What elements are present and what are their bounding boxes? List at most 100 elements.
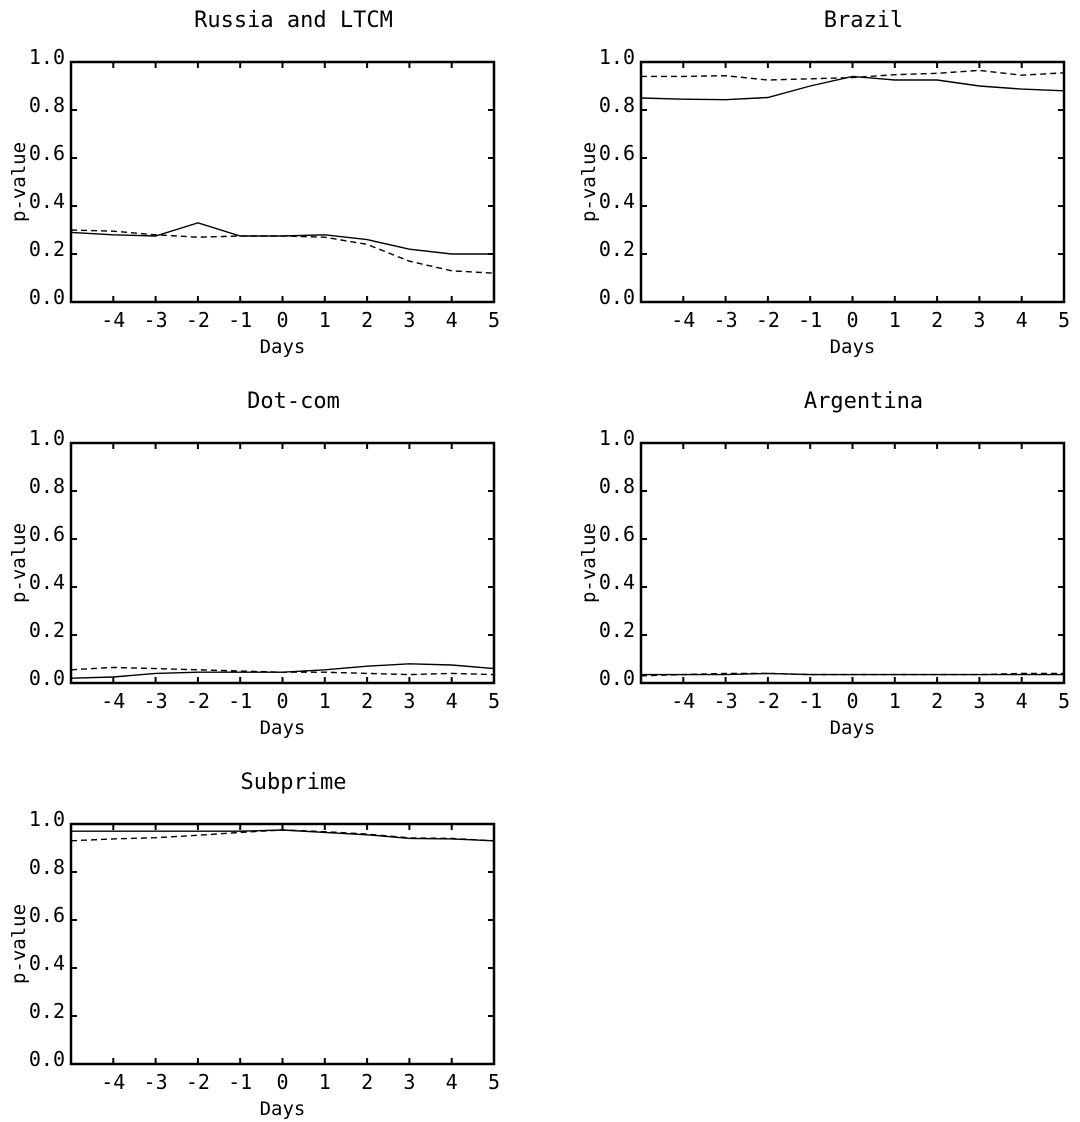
chart-svg: Russia and LTCM 0.0 0.2 0.4 0.6 0.8 1.0 -4 -3 -2-… [8,8,500,358]
x-tick-label: 0 [276,689,288,713]
x-axis-label: Days [260,717,306,739]
y-tick-label: 0.6 [599,141,635,165]
y-tick-label: 0.2 [29,618,65,642]
x-tick-label: -1 [798,689,822,713]
x-tick-label: 5 [488,1070,500,1094]
plot-frame [69,822,496,1066]
x-tick-label: -4 [671,689,695,713]
x-tick-label: 3 [403,1070,415,1094]
x-tick-label: -1 [228,308,252,332]
series-line-dashed [641,69,1065,81]
x-tick-label: -3 [144,308,168,332]
y-axis-label: p-value [578,523,600,603]
chart-svg: Subprime 0.0 0.2 0.4 0.6 0.8 1.0 -4 -3 -2 -1 0 1 2 3 4 5… [8,770,500,1120]
series-line-dashed [70,829,495,842]
x-tick-label: 1 [319,308,331,332]
y-tick-label: 1.0 [599,45,635,69]
x-tick-label: 3 [403,308,415,332]
x-axis-label: Days [260,336,306,358]
y-tick-label: 0.6 [29,903,65,927]
y-tick-label: 0.8 [29,93,65,117]
x-tick-label: 3 [973,308,985,332]
x-tick-label: 5 [488,308,500,332]
x-tick-label: -1 [228,689,252,713]
x-tick-label: 3 [403,689,415,713]
chart-title: Argentina [804,389,923,414]
y-tick-label: 0.4 [29,189,65,213]
x-tick-label: -2 [186,308,210,332]
x-tick-label: 5 [1058,689,1070,713]
y-tick-label: 0.0 [29,1047,65,1071]
chart-panel-brazil: Brazil 0.0 0.2 0.4 0.6 0.8 1.0 -4 -3 -2 -1 0 1 2 3 4 5 Da… [570,0,1080,360]
chart-title: Brazil [824,8,903,33]
x-axis-label: Days [830,336,876,358]
x-tick-label: 2 [931,689,943,713]
y-tick-label: 0.8 [599,474,635,498]
y-tick-label: 1.0 [599,426,635,450]
series-line-dashed [70,229,495,274]
y-tick-label: 0.4 [29,570,65,594]
x-tick-label: -3 [144,689,168,713]
x-tick-label: 4 [446,308,458,332]
y-tick-label: 1.0 [29,807,65,831]
plot-frame [69,60,496,304]
y-tick-label: 0.0 [29,285,65,309]
x-tick-label: 4 [446,1070,458,1094]
chart-title: Russia and LTCM [194,8,393,33]
x-tick-label: -3 [714,308,738,332]
y-axis-label: p-value [8,142,30,222]
plot-frame [69,441,496,685]
x-tick-label: 0 [276,1070,288,1094]
y-tick-label: 0.0 [29,666,65,690]
x-tick-label: 1 [889,308,901,332]
y-tick-label: 0.2 [599,237,635,261]
chart-svg: Dot-com 0.0 0.2 0.4 0.6 0.8 1.0 -4 -3 -2 -1 0 1 2 3 4 5 D… [8,389,500,739]
chart-panel-argentina: Argentina 0.0 0.2 0.4 0.6 0.8 1.0 -4 -3 -2 -1 0 1 2 3 4… [570,381,1080,741]
y-tick-label: 1.0 [29,45,65,69]
x-tick-label: 4 [446,689,458,713]
plot-frame [639,60,1066,304]
y-tick-label: 0.8 [29,474,65,498]
y-tick-label: 0.4 [599,189,635,213]
chart-panel-russia-ltcm: Russia and LTCM 0.0 0.2 0.4 0.6 0.8 1.0 -4 -3 -2-… [0,0,520,360]
x-tick-label: 1 [319,689,331,713]
y-tick-label: 0.8 [29,855,65,879]
chart-panel-subprime: Subprime 0.0 0.2 0.4 0.6 0.8 1.0 -4 -3 -2 -1 0 1 2 3 4 5… [0,762,520,1122]
x-tick-label: 0 [276,308,288,332]
chart-title: Subprime [241,770,347,795]
x-tick-label: 3 [973,689,985,713]
y-tick-label: 1.0 [29,426,65,450]
series-line-dashed [640,672,1064,677]
x-tick-label: 2 [361,689,373,713]
x-tick-label: 2 [361,308,373,332]
x-tick-label: -4 [101,308,125,332]
x-axis-label: Days [260,1098,306,1120]
series-line-solid [71,829,495,842]
x-tick-label: 0 [846,689,858,713]
chart-title: Dot-com [247,389,340,414]
y-tick-label: 0.2 [29,999,65,1023]
x-tick-label: 1 [889,689,901,713]
chart-panel-dot-com: Dot-com 0.0 0.2 0.4 0.6 0.8 1.0 -4 -3 -2 -1 0 1 2 3 4 5 D… [0,381,520,741]
x-tick-label: -2 [756,689,780,713]
x-tick-label: 2 [931,308,943,332]
y-tick-label: 0.0 [599,666,635,690]
x-tick-label: 2 [361,1070,373,1094]
series-line-solid [70,222,494,255]
x-tick-label: 0 [846,308,858,332]
series-line-solid [70,663,495,679]
x-tick-label: -1 [798,308,822,332]
x-tick-label: 5 [488,689,500,713]
x-tick-label: -2 [186,1070,210,1094]
series-line-dashed [70,666,495,676]
x-tick-label: 1 [319,1070,331,1094]
x-tick-label: 5 [1058,308,1070,332]
x-tick-label: -4 [101,1070,125,1094]
y-tick-label: 0.4 [599,570,635,594]
y-tick-label: 0.0 [599,285,635,309]
x-tick-label: -1 [228,1070,252,1094]
y-axis-label: p-value [578,142,600,222]
x-tick-label: -3 [714,689,738,713]
x-tick-label: -4 [101,689,125,713]
y-tick-label: 0.4 [29,951,65,975]
